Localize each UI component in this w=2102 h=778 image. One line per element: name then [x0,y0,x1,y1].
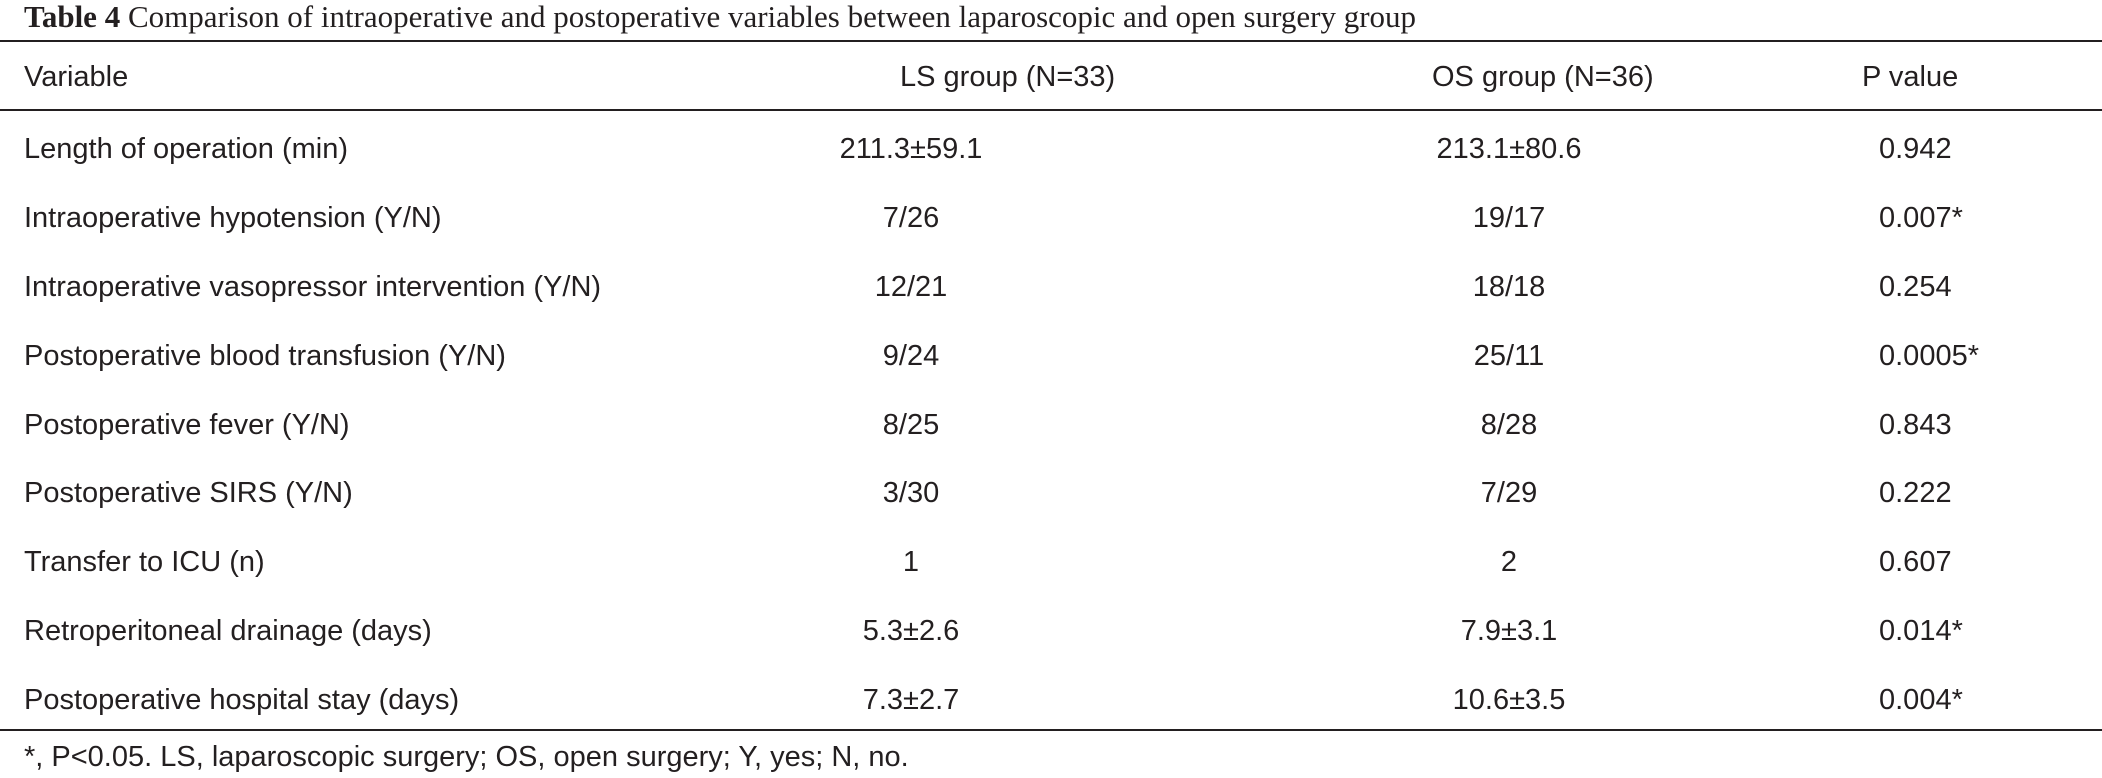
column-header-p-value: P value [1862,60,1959,93]
cell-variable: Transfer to ICU (n) [24,546,265,579]
table-row: Postoperative blood transfusion (Y/N) 9/2… [0,322,2102,391]
cell-os-group: 18/18 [1472,270,1546,303]
header-rule [0,109,2102,111]
column-header-ls-group: LS group (N=33) [900,60,1116,93]
cell-os-group: 7/29 [1480,477,1538,510]
table-caption: Table 4 Comparison of intraoperative and… [24,0,1416,34]
cell-p-value: 0.007* [1879,201,1963,234]
cell-variable: Retroperitoneal drainage (days) [24,615,432,648]
cell-os-group: 8/28 [1480,408,1538,441]
cell-ls-group: 5.3±2.6 [862,615,960,648]
cell-p-value: 0.0005* [1879,339,1979,372]
cell-os-group: 25/11 [1473,339,1545,372]
top-rule [0,40,2102,42]
cell-ls-group: 7/26 [882,201,940,234]
cell-variable: Length of operation (min) [24,132,349,165]
table-title: Comparison of intraoperative and postope… [127,0,1417,34]
table-label: Table 4 [24,0,121,34]
cell-p-value: 0.254 [1879,270,1952,303]
cell-variable: Postoperative hospital stay (days) [24,684,460,717]
column-header-os-group: OS group (N=36) [1432,60,1654,93]
data-table: Variable LS group (N=33) OS group (N=36)… [0,43,2102,735]
table-row: Postoperative hospital stay (days) 7.3±2.… [0,666,2102,735]
cell-p-value: 0.014* [1879,615,1963,648]
cell-ls-group: 3/30 [882,477,940,510]
cell-os-group: 10.6±3.5 [1452,684,1566,717]
cell-ls-group: 8/25 [882,408,940,441]
cell-p-value: 0.222 [1879,477,1952,510]
cell-os-group: 7.9±3.1 [1460,615,1558,648]
header-row: Variable LS group (N=33) OS group (N=36)… [0,43,2102,111]
cell-ls-group: 211.3±59.1 [839,132,983,165]
table-row: Intraoperative vasopressor intervention … [0,253,2102,322]
table-footnote: *, P<0.05. LS, laparoscopic surgery; OS,… [24,741,909,773]
cell-os-group: 19/17 [1472,201,1546,234]
table-row: Transfer to ICU (n) 1 2 0.607 [0,528,2102,597]
cell-variable: Postoperative SIRS (Y/N) [24,477,353,510]
cell-p-value: 0.843 [1879,408,1952,441]
table-row: Retroperitoneal drainage (days) 5.3±2.6 7.… [0,597,2102,666]
cell-ls-group: 1 [902,546,920,579]
cell-variable: Postoperative fever (Y/N) [24,408,350,441]
column-header-variable: Variable [24,60,129,93]
table-row: Intraoperative hypotension (Y/N) 7/26 19/1… [0,184,2102,253]
cell-ls-group: 7.3±2.7 [862,684,960,717]
cell-p-value: 0.942 [1879,132,1952,165]
cell-ls-group: 12/21 [874,270,948,303]
cell-p-value: 0.004* [1879,684,1963,717]
cell-variable: Postoperative blood transfusion (Y/N) [24,339,506,372]
table-row: Length of operation (min) 211.3±59.1 213.1… [0,111,2102,184]
cell-p-value: 0.607 [1879,546,1952,579]
bottom-rule [0,729,2102,731]
cell-ls-group: 9/24 [882,339,940,372]
table-row: Postoperative fever (Y/N) 8/25 8/28 0.843 [0,391,2102,460]
table-row: Postoperative SIRS (Y/N) 3/30 7/29 0.222 [0,459,2102,528]
cell-variable: Intraoperative hypotension (Y/N) [24,201,442,234]
cell-variable: Intraoperative vasopressor intervention … [24,270,602,303]
cell-os-group: 2 [1500,546,1518,579]
cell-os-group: 213.1±80.6 [1436,132,1582,165]
